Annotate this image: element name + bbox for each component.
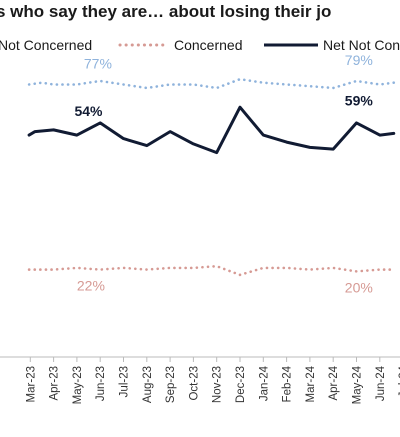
x-tick-label: Jul-23 — [119, 366, 131, 397]
x-tick-label: Jun-24 — [375, 365, 387, 401]
series-line-not-concerned — [27, 77, 396, 90]
x-tick-label: Dec-23 — [235, 366, 247, 403]
x-axis: Mar-23 Apr-23 May-23 Jun-23 Jul-23 Aug-23 Sep-… — [25, 357, 400, 404]
data-label: 77% — [84, 56, 112, 72]
data-label: 20% — [345, 279, 373, 295]
series-line-concerned — [27, 264, 396, 277]
legend-label-concerned: Concerned — [174, 37, 243, 53]
x-tick-label: Apr-23 — [49, 366, 61, 401]
legend: Not Concerned Concerned Net Not Conce — [0, 37, 400, 53]
plot-area: 77% 79% 54% 59% 22% 20% — [27, 52, 396, 295]
data-label: 22% — [77, 278, 105, 294]
x-tick-label: Feb-24 — [282, 365, 294, 402]
data-label: 79% — [345, 52, 373, 68]
x-tick-label: Mar-24 — [305, 365, 317, 402]
data-label: 59% — [345, 92, 374, 108]
x-tick-label: Aug-23 — [142, 366, 154, 403]
data-label: 54% — [74, 103, 103, 119]
x-tick-label: May-23 — [72, 366, 84, 404]
x-tick-label: Nov-23 — [212, 366, 224, 403]
x-tick-label: Sep-23 — [165, 366, 177, 403]
chart-title: s who say they are… about losing their j… — [0, 2, 331, 21]
x-tick-label: Oct-23 — [188, 366, 200, 401]
x-tick-label: Jul-24 — [398, 365, 400, 397]
series-line-net — [27, 105, 396, 155]
x-tick-label: May-24 — [352, 365, 364, 404]
x-tick-label: Jun-23 — [95, 366, 107, 401]
x-tick-label: Mar-23 — [25, 366, 37, 402]
legend-label-not-concerned: Not Concerned — [0, 37, 92, 53]
legend-label-net: Net Not Conce — [323, 37, 400, 53]
x-tick-label: Apr-24 — [328, 365, 340, 400]
x-tick-label: Jan-24 — [258, 365, 270, 401]
